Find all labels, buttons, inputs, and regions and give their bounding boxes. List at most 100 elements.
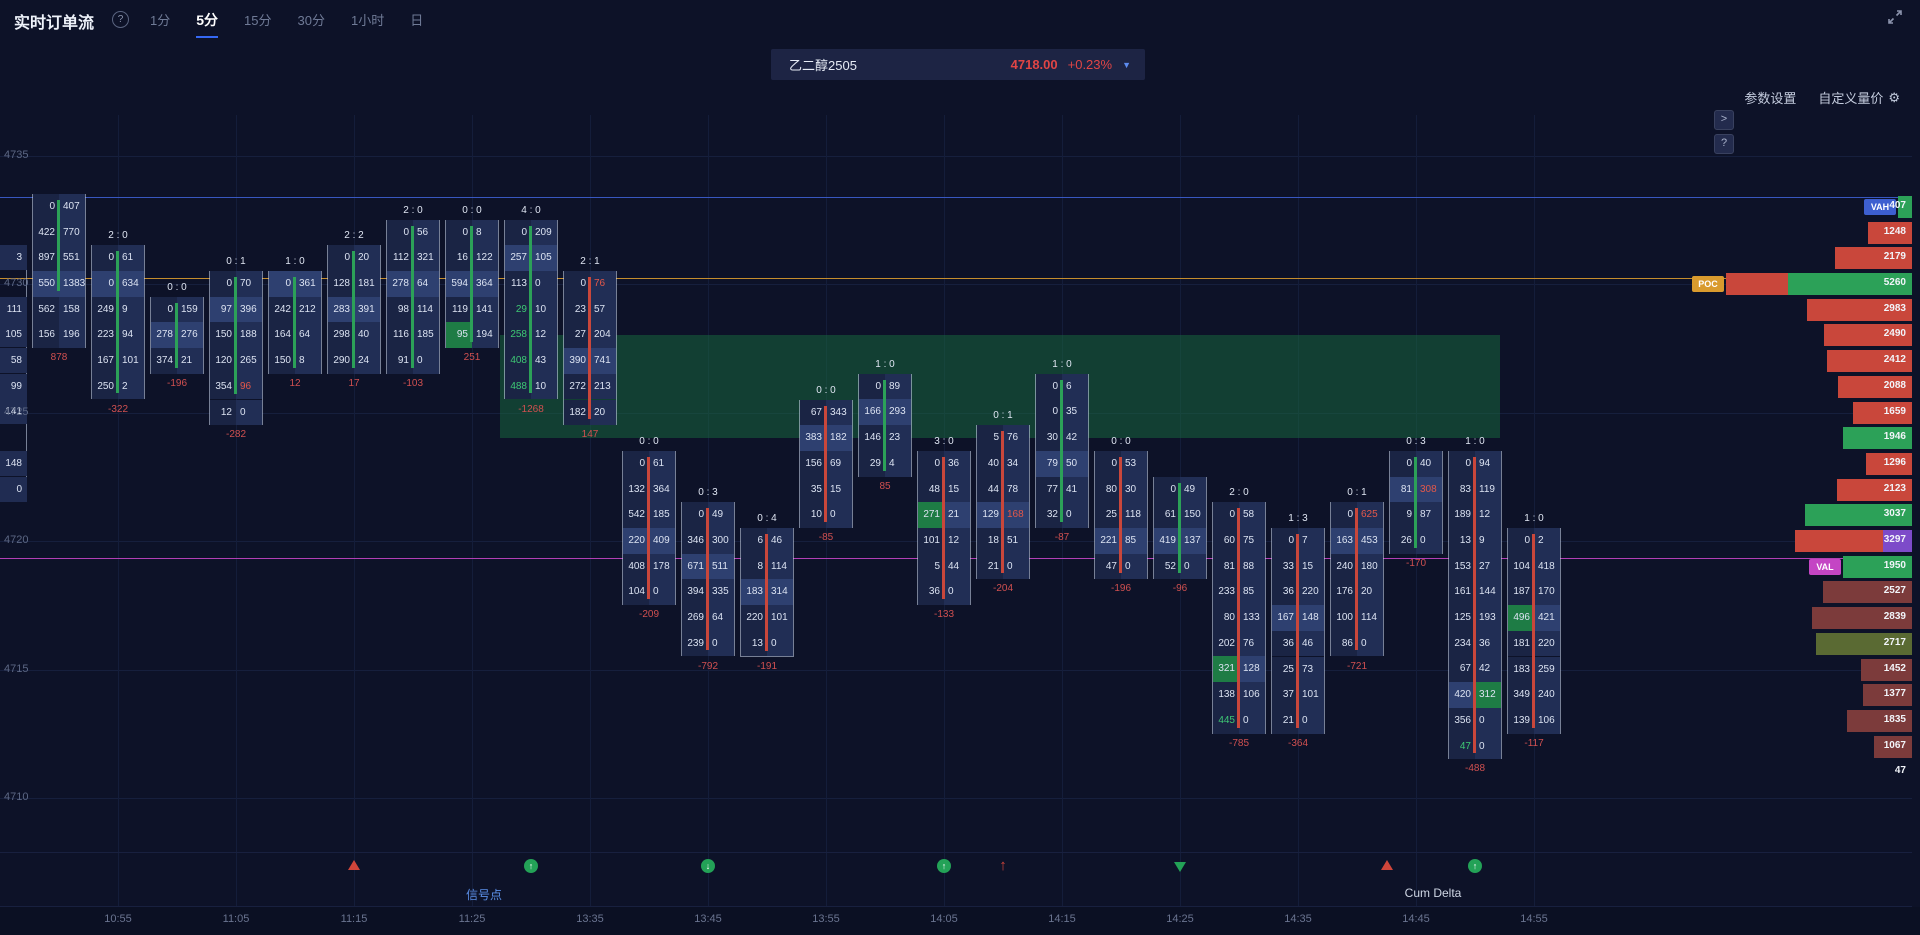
column-delta: 251 bbox=[463, 352, 481, 364]
volume-profile-bar bbox=[1838, 375, 1912, 398]
volume-profile-bar bbox=[1866, 452, 1912, 475]
footprint-cell-bid: 167 bbox=[92, 348, 118, 374]
footprint-cell-bid: 32 bbox=[1036, 502, 1062, 528]
footprint-cell-ask: 64 bbox=[295, 322, 321, 349]
footprint-row: 36 220 bbox=[1272, 579, 1324, 606]
footprint-column: 0 209 257 105 113 0 29 10 258 12 408 43 488 10 bbox=[504, 219, 558, 400]
volume-profile-bar bbox=[1843, 427, 1912, 450]
tab-5分[interactable]: 5分 bbox=[196, 10, 219, 38]
expand-icon[interactable] bbox=[1886, 8, 1904, 26]
footprint-cell-bid: 6 bbox=[741, 528, 767, 554]
footprint-cell-ask: 144 bbox=[1475, 579, 1501, 606]
footprint-cell-bid: 36 bbox=[1272, 579, 1298, 606]
signal-pane-label[interactable]: 信号点 bbox=[465, 888, 502, 902]
footprint-cell-bid: 83 bbox=[1449, 476, 1475, 503]
y-axis-label: 4715 bbox=[4, 662, 29, 675]
tab-日[interactable]: 日 bbox=[410, 13, 424, 28]
candle-line bbox=[883, 379, 886, 471]
footprint-cell-ask: 181 bbox=[354, 270, 380, 297]
footprint-row: 249 9 bbox=[92, 296, 144, 323]
footprint-cell-bid: 257 bbox=[505, 245, 531, 271]
candle-line bbox=[1178, 482, 1181, 574]
footprint-cell-ask: 20 bbox=[590, 399, 616, 426]
chevron-down-icon[interactable]: ▼ bbox=[1122, 59, 1131, 70]
panel-help-button[interactable]: ? bbox=[1714, 134, 1734, 154]
footprint-row: 132 364 bbox=[623, 476, 675, 503]
volume-profile-value: 2123 bbox=[1883, 482, 1906, 494]
custom-volume-button[interactable]: 自定义量价 ⚙ bbox=[1818, 88, 1900, 107]
settings-button[interactable]: 参数设置 bbox=[1744, 91, 1797, 106]
column-delta: -196 bbox=[166, 377, 187, 389]
footprint-cell-ask: 70 bbox=[236, 271, 262, 297]
footprint-cell-ask: 36 bbox=[1475, 630, 1501, 657]
tab-1分[interactable]: 1分 bbox=[150, 13, 171, 28]
cumdelta-pane-label[interactable]: Cum Delta bbox=[1404, 886, 1462, 900]
footprint-cell-bid: 9 bbox=[1390, 502, 1416, 528]
footprint-cell-ask: 178 bbox=[649, 553, 675, 580]
imbalance-header: 4 : 0 bbox=[521, 204, 541, 216]
grid-vline bbox=[118, 115, 119, 906]
footprint-cell-ask: 0 bbox=[826, 502, 852, 528]
help-icon[interactable]: ? bbox=[112, 11, 129, 28]
footprint-cell-ask: 12 bbox=[531, 322, 557, 349]
footprint-cell-bid: 0 bbox=[1154, 476, 1180, 503]
footprint-cell-bid: 125 bbox=[1449, 605, 1475, 631]
candle-line bbox=[1060, 379, 1063, 522]
footprint-cell-ask: 9 bbox=[118, 296, 144, 323]
footprint-row: 0 407 bbox=[33, 193, 85, 220]
footprint-cell-bid: 0 bbox=[1390, 450, 1416, 477]
footprint-cell-ask: 204 bbox=[590, 322, 616, 349]
footprint-cell-ask: 85 bbox=[1239, 579, 1265, 606]
footprint-cell-bid: 349 bbox=[1508, 682, 1534, 708]
volume-profile-bar bbox=[1863, 684, 1912, 707]
footprint-cell-bid: 37 bbox=[1272, 682, 1298, 708]
footprint-row: 167 101 bbox=[92, 348, 144, 374]
footprint-row: 139 106 bbox=[1508, 707, 1560, 734]
footprint-cell-bid: 356 bbox=[1449, 707, 1475, 734]
imbalance-header: 0 : 0 bbox=[639, 435, 659, 447]
footprint-cell-ask: 69 bbox=[826, 450, 852, 477]
footprint-row: 223 94 bbox=[92, 322, 144, 349]
volume-profile-bar bbox=[1835, 247, 1912, 270]
tab-30分[interactable]: 30分 bbox=[297, 13, 325, 28]
footprint-cell-bid: 98 bbox=[387, 296, 413, 323]
footprint-cell-ask: 15 bbox=[1298, 553, 1324, 580]
footprint-cell-ask: 407 bbox=[59, 193, 85, 220]
footprint-cell-bid: 242 bbox=[269, 296, 295, 323]
footprint-cell-ask: 159 bbox=[177, 296, 203, 323]
footprint-cell-bid: 221 bbox=[1095, 527, 1121, 554]
instrument-selector[interactable]: 乙二醇2505 4718.00 +0.23% ▼ bbox=[771, 49, 1145, 80]
footprint-cell-bid: 164 bbox=[269, 322, 295, 349]
footprint-column: 0 94 83 119 189 12 13 9 153 27 161 144 125 193 234 36 67… bbox=[1448, 450, 1502, 760]
tab-15分[interactable]: 15分 bbox=[244, 13, 272, 28]
footprint-cell-ask: 88 bbox=[1239, 553, 1265, 580]
footprint-cell-bid: 67 bbox=[1449, 656, 1475, 683]
footprint-cell-bid: 496 bbox=[1508, 605, 1534, 631]
candle-line bbox=[352, 251, 355, 368]
footprint-row: 125 193 bbox=[1449, 605, 1501, 631]
footprint-row: 0 58 bbox=[1213, 502, 1265, 528]
imbalance-header: 0 : 3 bbox=[1406, 435, 1426, 447]
imbalance-header: 0 : 3 bbox=[698, 487, 718, 499]
footprint-cell-bid: 0 bbox=[682, 502, 708, 528]
footprint-row: 0 70 bbox=[210, 271, 262, 297]
footprint-column: 0 36 48 15 271 21 101 12 5 44 36 0 bbox=[917, 450, 971, 606]
footprint-cell-ask: 150 bbox=[1180, 502, 1206, 528]
tab-1小时[interactable]: 1小时 bbox=[350, 13, 385, 28]
footprint-cell-ask: 64 bbox=[413, 270, 439, 297]
footprint-cell-ask: 0 bbox=[531, 270, 557, 297]
footprint-cell-ask: 0 bbox=[649, 579, 675, 606]
footprint-cell-bid: 8 bbox=[741, 553, 767, 580]
footprint-column: 0 61 132 364 542 185 220 409 408 178 104 0 bbox=[622, 450, 676, 606]
footprint-cell-bid: 269 bbox=[682, 605, 708, 631]
candle-line bbox=[470, 225, 473, 343]
imbalance-header: 0 : 0 bbox=[1111, 435, 1131, 447]
footprint-cell-bid: 419 bbox=[1154, 527, 1180, 554]
footprint-cell-ask: 6 bbox=[1062, 373, 1088, 400]
footprint-cell-bid: 97 bbox=[210, 296, 236, 323]
footprint-row: 394 335 bbox=[682, 579, 734, 606]
imbalance-header: 2 : 0 bbox=[1229, 487, 1249, 499]
footprint-row: 488 10 bbox=[505, 373, 557, 400]
collapse-panel-button[interactable]: > bbox=[1714, 110, 1734, 130]
footprint-row: 100 114 bbox=[1331, 605, 1383, 631]
